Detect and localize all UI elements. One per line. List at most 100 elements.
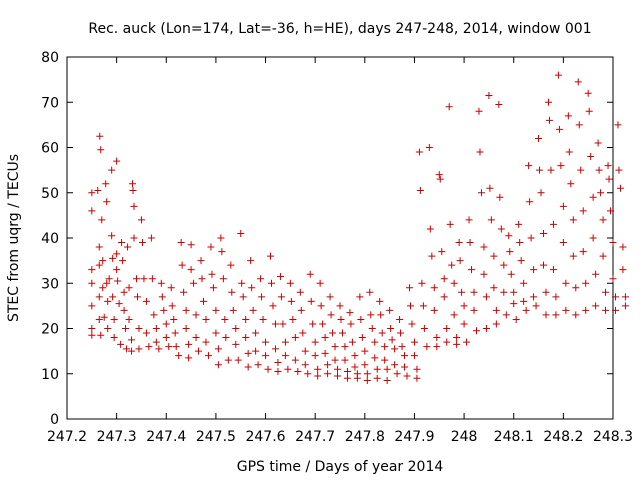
- data-point: [582, 306, 590, 314]
- data-point: [158, 293, 166, 301]
- data-point: [506, 248, 514, 256]
- data-point: [530, 293, 538, 301]
- data-point: [351, 352, 359, 360]
- data-point: [619, 243, 627, 251]
- data-point: [175, 352, 183, 360]
- data-point: [137, 216, 145, 224]
- data-point: [363, 377, 371, 385]
- data-point: [152, 338, 160, 346]
- data-point: [88, 266, 96, 274]
- data-point: [547, 166, 555, 174]
- data-point: [321, 349, 329, 357]
- data-point: [135, 345, 143, 353]
- data-point: [96, 132, 104, 140]
- data-point: [592, 270, 600, 278]
- data-point: [366, 288, 374, 296]
- x-tick-label: 247.8: [345, 429, 385, 445]
- data-point: [376, 297, 384, 305]
- data-point: [341, 356, 349, 364]
- data-point: [433, 334, 441, 342]
- data-point: [88, 331, 96, 339]
- data-point: [589, 193, 597, 201]
- data-point: [103, 279, 111, 287]
- data-point: [294, 367, 302, 375]
- data-point: [587, 153, 595, 161]
- data-point: [336, 302, 344, 310]
- data-point: [361, 361, 369, 369]
- data-point: [485, 91, 493, 99]
- data-point: [527, 234, 535, 242]
- x-tick-label: 247.5: [196, 429, 236, 445]
- data-point: [296, 288, 304, 296]
- data-point: [393, 370, 401, 378]
- data-point: [599, 216, 607, 224]
- data-point: [569, 216, 577, 224]
- data-point: [572, 284, 580, 292]
- data-point: [557, 162, 565, 170]
- x-axis-label: GPS time / Days of year 2014: [237, 459, 444, 475]
- data-point: [507, 270, 515, 278]
- data-point: [443, 338, 451, 346]
- y-tick-label: 10: [41, 367, 59, 383]
- data-point: [244, 363, 252, 371]
- data-point: [147, 234, 155, 242]
- data-point: [120, 288, 128, 296]
- data-point: [291, 334, 299, 342]
- data-point: [460, 302, 468, 310]
- data-point: [274, 358, 282, 366]
- data-point: [554, 71, 562, 79]
- data-point: [178, 261, 186, 269]
- data-point: [540, 229, 548, 237]
- data-point: [609, 275, 617, 283]
- data-point: [466, 239, 474, 247]
- x-tick-label: 248: [451, 429, 478, 445]
- data-point: [204, 352, 212, 360]
- data-point: [530, 266, 538, 274]
- data-point: [418, 279, 426, 287]
- data-point: [202, 315, 210, 323]
- data-point: [304, 370, 312, 378]
- data-point: [214, 361, 222, 369]
- data-point: [109, 254, 117, 262]
- x-tick-label: 248.2: [543, 429, 583, 445]
- data-point: [95, 243, 103, 251]
- data-point: [363, 370, 371, 378]
- y-tick-label: 80: [41, 50, 59, 66]
- data-point: [398, 343, 406, 351]
- data-point: [405, 284, 413, 292]
- data-point: [197, 257, 205, 265]
- data-point: [463, 338, 471, 346]
- data-point: [559, 239, 567, 247]
- x-tick-label: 248.1: [494, 429, 534, 445]
- data-point: [98, 216, 106, 224]
- data-point: [142, 329, 150, 337]
- data-point: [574, 78, 582, 86]
- x-tick-label: 248.3: [593, 429, 633, 445]
- data-point: [602, 306, 610, 314]
- data-point: [475, 107, 483, 115]
- data-point: [301, 361, 309, 369]
- data-point: [575, 121, 583, 129]
- data-point: [337, 315, 345, 323]
- data-point: [353, 374, 361, 382]
- data-point: [207, 243, 215, 251]
- data-point: [433, 343, 441, 351]
- data-point: [377, 311, 385, 319]
- data-point: [460, 320, 468, 328]
- data-point: [247, 257, 255, 265]
- data-point: [160, 306, 168, 314]
- data-point: [492, 320, 500, 328]
- data-point: [182, 325, 190, 332]
- data-point: [145, 343, 153, 351]
- data-point: [95, 315, 103, 323]
- x-tick-label: 247.2: [47, 429, 87, 445]
- data-point: [289, 315, 297, 323]
- x-tick-label: 247.3: [97, 429, 137, 445]
- data-point: [520, 279, 528, 287]
- data-point: [465, 216, 473, 224]
- data-point: [200, 297, 207, 305]
- data-point: [234, 356, 242, 364]
- data-series: [88, 71, 629, 385]
- data-point: [609, 239, 617, 247]
- data-point: [268, 279, 276, 287]
